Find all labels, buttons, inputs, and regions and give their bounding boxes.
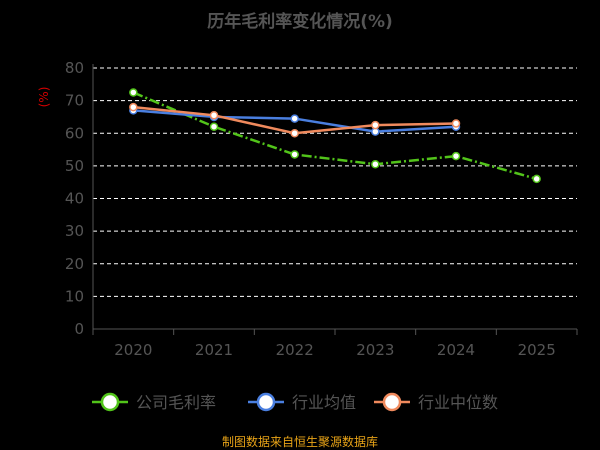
legend: 公司毛利率 行业均值 行业中位数 xyxy=(92,392,498,412)
x-tick-label: 2023 xyxy=(356,341,394,359)
legend-swatch-marker xyxy=(382,392,402,412)
data-point xyxy=(290,150,299,159)
x-tick-label: 2020 xyxy=(114,341,152,359)
data-point xyxy=(451,151,461,161)
chart-title: 历年毛利率变化情况(%) xyxy=(207,12,393,32)
grid-lines xyxy=(93,67,577,297)
x-tick-label: 2022 xyxy=(276,341,314,359)
legend-swatch-marker xyxy=(256,392,276,412)
y-unit-label: (%) xyxy=(37,87,51,108)
y-tick-label: 60 xyxy=(65,124,84,142)
y-tick-label: 10 xyxy=(65,287,84,305)
legend-swatch-marker xyxy=(100,392,120,412)
data-point xyxy=(290,129,299,138)
legend-label: 公司毛利率 xyxy=(136,393,216,412)
y-tick-label: 40 xyxy=(65,190,84,208)
x-tick-label: 2021 xyxy=(195,341,233,359)
y-tick-label: 0 xyxy=(74,320,84,338)
y-tick-label: 50 xyxy=(65,157,84,175)
data-point xyxy=(209,122,219,131)
data-point xyxy=(371,159,380,169)
y-tick-label: 80 xyxy=(65,59,84,77)
data-point xyxy=(532,174,541,184)
data-point xyxy=(371,120,380,130)
source-note: 制图数据来自恒生聚源数据库 xyxy=(221,435,378,449)
data-point xyxy=(209,111,219,120)
data-point xyxy=(129,88,138,97)
y-tick-labels: 0 10 20 30 40 50 60 70 80 xyxy=(65,59,84,338)
y-tick-label: 70 xyxy=(65,92,84,110)
y-tick-label: 20 xyxy=(65,255,84,273)
data-point xyxy=(290,114,299,123)
data-point xyxy=(129,102,138,112)
data-point xyxy=(451,119,461,128)
legend-label: 行业中位数 xyxy=(418,393,498,412)
legend-label: 行业均值 xyxy=(292,393,356,412)
series-lines xyxy=(129,88,541,184)
x-tick-label: 2025 xyxy=(518,341,556,359)
x-tick-label: 2024 xyxy=(437,341,475,359)
series-line-0 xyxy=(132,91,538,181)
axes xyxy=(92,64,578,335)
y-tick-label: 30 xyxy=(65,222,84,240)
x-tick-labels: 2020 2021 2022 2023 2024 2025 xyxy=(114,341,556,359)
